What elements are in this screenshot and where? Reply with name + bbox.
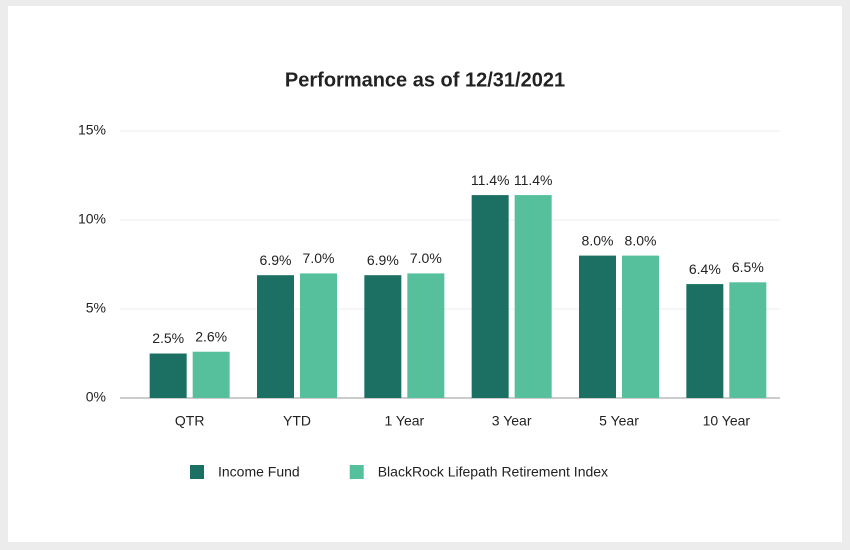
value-label: 7.0% [410, 250, 442, 266]
value-label: 2.5% [152, 330, 184, 346]
bar [622, 255, 659, 398]
x-tick-label: 1 Year [384, 413, 424, 429]
bar [149, 353, 187, 398]
bar [407, 273, 445, 398]
y-tick-label: 10% [78, 211, 106, 227]
x-tick-label: 10 Year [703, 413, 751, 429]
bar [364, 275, 402, 398]
bar [192, 351, 230, 398]
bar [257, 275, 294, 398]
x-tick-label: QTR [175, 413, 205, 429]
value-label: 6.5% [732, 259, 764, 275]
value-label: 7.0% [303, 250, 335, 266]
value-label: 11.4% [471, 172, 510, 188]
legend-swatch [190, 465, 204, 479]
value-label: 6.4% [689, 261, 721, 277]
x-tick-label: 3 Year [492, 413, 532, 429]
value-label: 6.9% [260, 252, 292, 268]
bar [514, 195, 552, 398]
value-label: 8.0% [625, 232, 657, 248]
value-label: 6.9% [367, 252, 399, 268]
value-label: 2.6% [195, 328, 227, 344]
legend-label: BlackRock Lifepath Retirement Index [378, 464, 608, 480]
value-label: 11.4% [514, 172, 553, 188]
y-tick-label: 5% [86, 300, 106, 316]
x-tick-label: 5 Year [599, 413, 639, 429]
y-tick-label: 0% [86, 389, 106, 405]
bar [729, 282, 767, 398]
value-label: 8.0% [582, 232, 614, 248]
legend-label: Income Fund [218, 464, 300, 480]
x-tick-label: YTD [283, 413, 311, 429]
bar [471, 195, 509, 398]
legend-swatch [349, 465, 364, 479]
bar [686, 284, 724, 398]
y-tick-label: 15% [78, 122, 106, 138]
chart-title: Performance as of 12/31/2021 [285, 69, 565, 91]
bar [300, 273, 337, 398]
bar [579, 255, 616, 398]
